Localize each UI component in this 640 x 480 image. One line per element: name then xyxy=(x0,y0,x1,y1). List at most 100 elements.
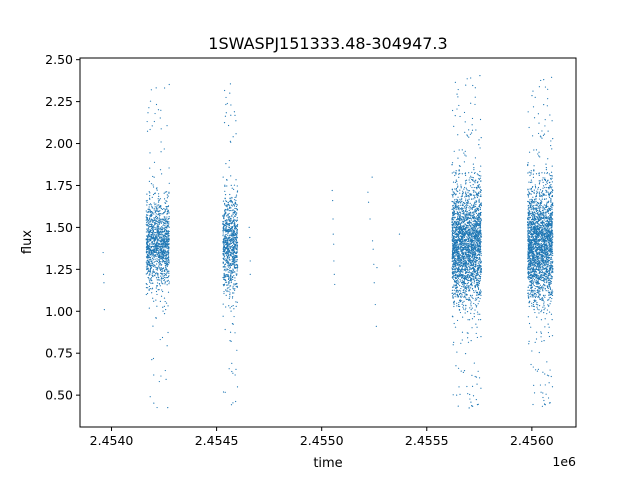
data-point xyxy=(145,231,147,233)
data-point xyxy=(148,191,150,193)
data-point xyxy=(145,239,147,241)
data-point xyxy=(471,129,474,131)
data-point xyxy=(466,216,468,218)
data-point xyxy=(148,307,150,309)
data-point xyxy=(452,232,455,235)
data-point xyxy=(457,134,459,136)
data-point xyxy=(452,207,454,209)
data-point xyxy=(232,257,234,259)
data-point xyxy=(154,211,156,213)
data-point xyxy=(232,232,235,234)
data-point xyxy=(158,206,160,208)
data-point xyxy=(452,217,455,219)
data-point xyxy=(167,257,169,259)
data-point xyxy=(161,289,163,291)
data-point xyxy=(168,167,170,169)
data-point xyxy=(146,201,148,203)
data-point xyxy=(454,222,456,224)
data-point xyxy=(146,216,148,219)
data-point xyxy=(466,204,468,206)
data-point xyxy=(149,396,151,398)
data-point xyxy=(456,319,459,322)
data-point xyxy=(472,220,474,222)
data-point xyxy=(472,255,474,257)
data-point xyxy=(473,198,475,200)
data-point xyxy=(224,89,226,92)
data-point xyxy=(477,303,479,305)
data-point xyxy=(467,341,470,343)
data-point xyxy=(469,228,471,231)
data-point xyxy=(454,252,456,254)
data-point xyxy=(229,218,231,220)
data-point xyxy=(149,246,151,248)
data-point xyxy=(234,261,236,263)
data-point xyxy=(456,262,459,264)
data-point xyxy=(470,102,472,104)
data-point xyxy=(472,218,474,220)
data-point xyxy=(549,114,551,116)
data-point xyxy=(161,221,163,223)
data-point xyxy=(231,233,233,235)
data-point xyxy=(473,273,475,275)
data-point xyxy=(157,233,159,235)
data-point xyxy=(472,224,475,227)
data-point xyxy=(163,273,165,275)
data-point xyxy=(457,96,459,98)
data-point xyxy=(477,248,479,250)
data-point xyxy=(478,198,480,200)
data-point xyxy=(461,247,463,249)
data-point xyxy=(460,219,462,221)
data-point xyxy=(466,311,469,313)
data-point xyxy=(165,261,167,264)
data-point xyxy=(469,272,471,274)
data-point xyxy=(469,211,472,213)
data-point xyxy=(226,247,228,249)
data-point xyxy=(479,227,482,229)
data-point xyxy=(466,230,468,233)
data-point xyxy=(469,258,472,260)
data-point xyxy=(232,203,234,206)
data-point xyxy=(223,239,225,241)
data-point xyxy=(162,244,164,246)
data-point xyxy=(466,268,468,270)
data-point xyxy=(458,304,460,306)
data-point xyxy=(155,268,157,270)
data-point xyxy=(157,259,159,261)
data-point xyxy=(478,266,481,268)
data-point xyxy=(474,232,476,234)
data-point xyxy=(474,256,476,259)
data-point xyxy=(479,257,481,259)
data-point xyxy=(465,262,468,264)
data-point xyxy=(475,306,477,308)
data-point xyxy=(160,205,162,207)
data-point xyxy=(159,207,161,209)
data-point xyxy=(155,248,158,251)
data-point xyxy=(152,186,155,188)
data-point xyxy=(459,189,461,191)
data-point xyxy=(236,301,238,303)
data-point xyxy=(236,270,238,272)
data-point xyxy=(224,220,226,222)
data-point xyxy=(230,219,232,221)
data-point xyxy=(452,209,455,211)
data-point xyxy=(165,267,167,269)
data-point xyxy=(462,243,464,245)
data-point xyxy=(229,296,231,298)
data-point xyxy=(156,272,158,274)
data-point xyxy=(473,291,475,293)
data-point xyxy=(158,262,160,264)
data-point xyxy=(153,238,155,240)
data-point xyxy=(474,194,476,196)
data-point xyxy=(452,181,455,183)
data-point xyxy=(451,218,453,220)
data-point xyxy=(148,280,151,282)
data-point xyxy=(463,257,465,260)
data-point xyxy=(236,230,238,232)
data-point xyxy=(459,311,462,314)
data-point xyxy=(227,274,229,276)
data-point xyxy=(470,295,472,297)
data-point xyxy=(161,336,164,339)
data-point xyxy=(541,137,543,139)
data-point xyxy=(225,254,228,256)
data-point xyxy=(471,117,474,120)
